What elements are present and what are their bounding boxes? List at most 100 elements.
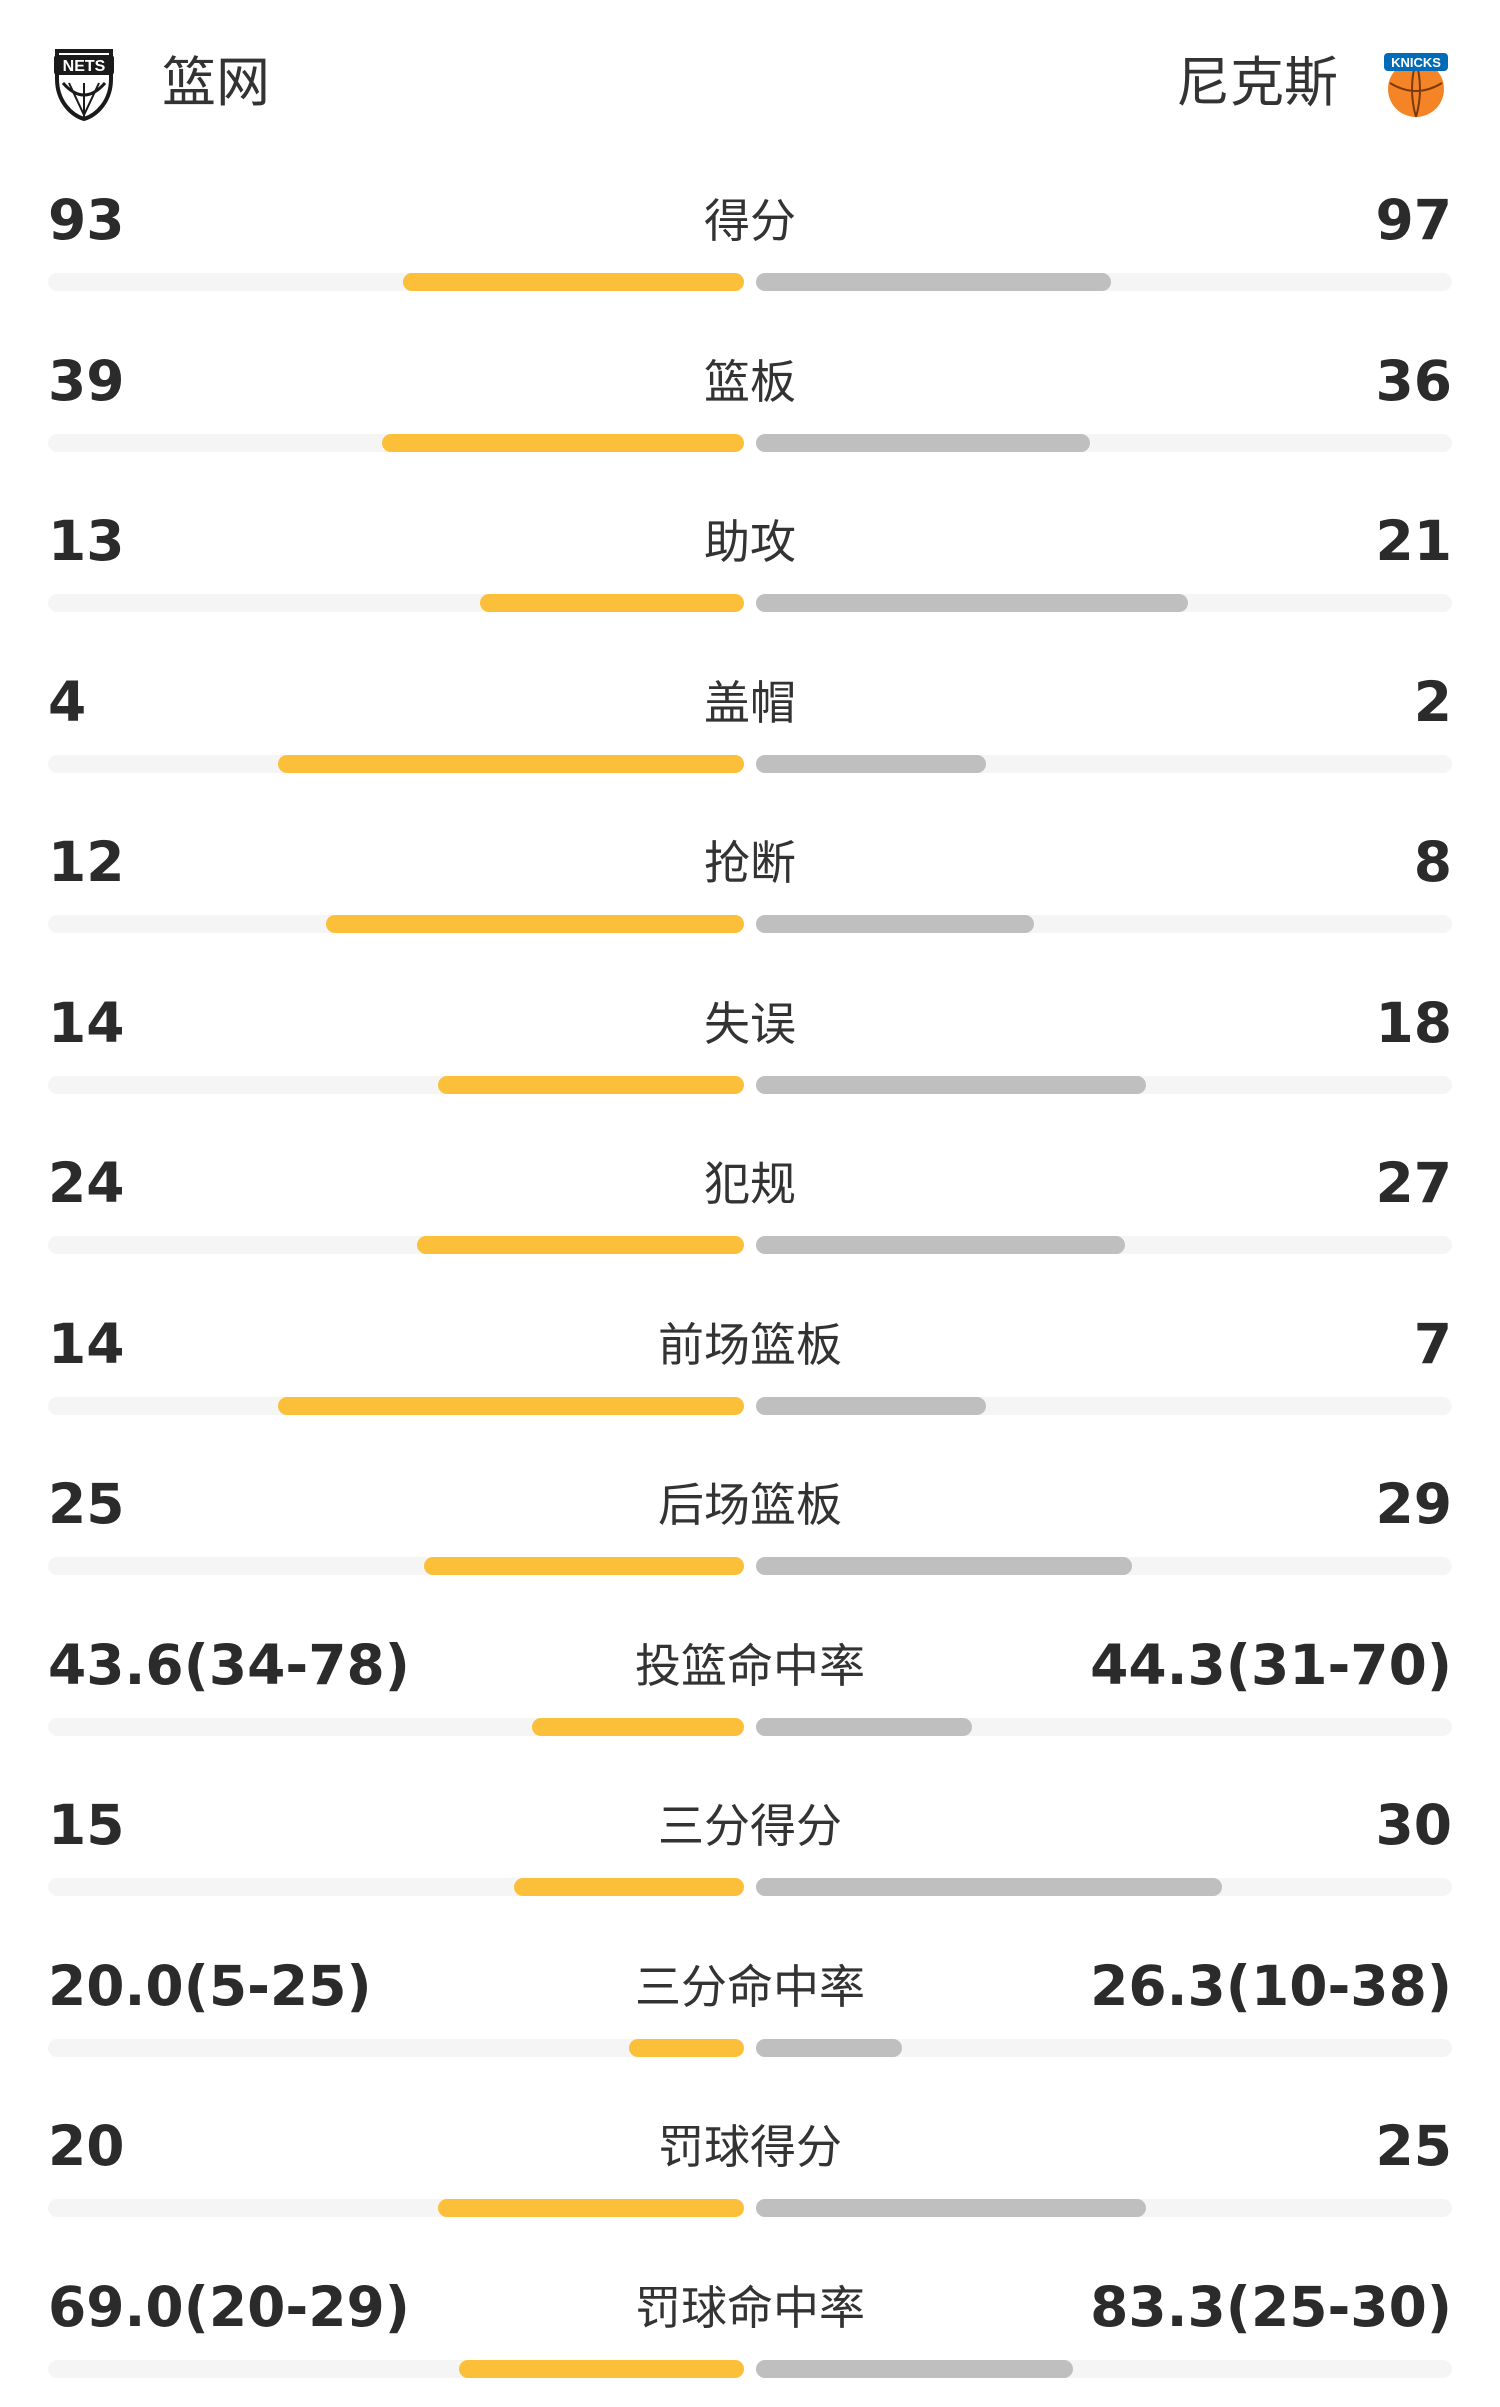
away-stat-bar xyxy=(756,755,986,773)
away-stat-value: 29 xyxy=(1375,1474,1452,1535)
away-stat-bar xyxy=(756,2199,1146,2217)
home-bar-track xyxy=(48,2039,744,2057)
away-bar-track xyxy=(756,434,1452,452)
away-stat-value: 18 xyxy=(1375,993,1452,1054)
home-team-name: 篮网 xyxy=(162,56,270,110)
away-stat-value: 26.3(10-38) xyxy=(1090,1956,1452,2017)
away-bar-track xyxy=(756,1878,1452,1896)
away-stat-bar xyxy=(756,594,1188,612)
away-stat-value: 44.3(31-70) xyxy=(1090,1635,1452,1696)
stat-label: 助攻 xyxy=(48,517,1452,568)
knicks-logo-text: KNICKS xyxy=(1391,55,1441,70)
stat-label: 前场篮板 xyxy=(48,1320,1452,1371)
away-stat-value: 21 xyxy=(1375,511,1452,572)
away-stat-bar xyxy=(756,1076,1146,1094)
stat-label: 失误 xyxy=(48,999,1452,1050)
away-bar-track xyxy=(756,2199,1452,2217)
home-bar-track xyxy=(48,273,744,291)
away-stat-value: 7 xyxy=(1414,1314,1452,1375)
stat-label: 三分得分 xyxy=(48,1801,1452,1852)
home-bar-track xyxy=(48,2360,744,2378)
home-stat-bar xyxy=(424,1557,744,1575)
stat-label: 得分 xyxy=(48,196,1452,247)
home-bar-track xyxy=(48,1076,744,1094)
away-stat-value: 36 xyxy=(1375,351,1452,412)
away-bar-track xyxy=(756,1236,1452,1254)
home-bar-track xyxy=(48,1397,744,1415)
away-stat-bar xyxy=(756,915,1034,933)
away-stat-value: 83.3(25-30) xyxy=(1090,2277,1452,2338)
away-stat-bar xyxy=(756,2039,902,2057)
away-bar-track xyxy=(756,915,1452,933)
away-bar-track xyxy=(756,1718,1452,1736)
away-stat-bar xyxy=(756,1718,972,1736)
home-stat-bar xyxy=(278,755,744,773)
away-stat-bar xyxy=(756,1236,1125,1254)
away-stat-bar xyxy=(756,434,1090,452)
nets-logo-text: NETS xyxy=(63,58,106,75)
away-bar-track xyxy=(756,1557,1452,1575)
home-bar-track xyxy=(48,915,744,933)
nets-logo-icon: NETS xyxy=(48,41,120,125)
away-stat-value: 25 xyxy=(1375,2116,1452,2177)
home-stat-bar xyxy=(326,915,744,933)
home-stat-bar xyxy=(417,1236,744,1254)
away-bar-track xyxy=(756,273,1452,291)
home-stat-bar xyxy=(403,273,744,291)
home-bar-track xyxy=(48,2199,744,2217)
stat-label: 犯规 xyxy=(48,1159,1452,1210)
away-team: 尼克斯 KNICKS xyxy=(1176,38,1452,128)
home-stat-bar xyxy=(532,1718,744,1736)
home-stat-bar xyxy=(382,434,744,452)
away-stat-bar xyxy=(756,1397,986,1415)
away-bar-track xyxy=(756,1076,1452,1094)
home-stat-bar xyxy=(514,1878,744,1896)
away-stat-bar xyxy=(756,273,1111,291)
teams-header: NETS 篮网 尼克斯 KNICKS xyxy=(0,0,1500,165)
home-stat-bar xyxy=(278,1397,744,1415)
home-stat-bar xyxy=(629,2039,744,2057)
home-team: NETS 篮网 xyxy=(48,38,270,128)
home-stat-bar xyxy=(459,2360,744,2378)
away-stat-value: 30 xyxy=(1375,1795,1452,1856)
stat-label: 篮板 xyxy=(48,357,1452,408)
away-bar-track xyxy=(756,755,1452,773)
stat-label: 后场篮板 xyxy=(48,1480,1452,1531)
away-stat-value: 8 xyxy=(1414,832,1452,893)
away-stat-value: 27 xyxy=(1375,1153,1452,1214)
home-bar-track xyxy=(48,594,744,612)
home-bar-track xyxy=(48,1718,744,1736)
knicks-logo-icon: KNICKS xyxy=(1380,41,1452,125)
away-bar-track xyxy=(756,1397,1452,1415)
home-stat-bar xyxy=(438,2199,744,2217)
away-bar-track xyxy=(756,2039,1452,2057)
home-stat-bar xyxy=(480,594,744,612)
away-bar-track xyxy=(756,594,1452,612)
home-bar-track xyxy=(48,1236,744,1254)
away-stat-value: 2 xyxy=(1414,672,1452,733)
home-bar-track xyxy=(48,1878,744,1896)
home-stat-bar xyxy=(438,1076,744,1094)
away-stat-bar xyxy=(756,1557,1132,1575)
away-team-name: 尼克斯 xyxy=(1176,56,1338,110)
home-bar-track xyxy=(48,1557,744,1575)
away-stat-bar xyxy=(756,2360,1073,2378)
stat-label: 抢断 xyxy=(48,838,1452,889)
stat-label: 盖帽 xyxy=(48,678,1452,729)
away-stat-bar xyxy=(756,1878,1222,1896)
